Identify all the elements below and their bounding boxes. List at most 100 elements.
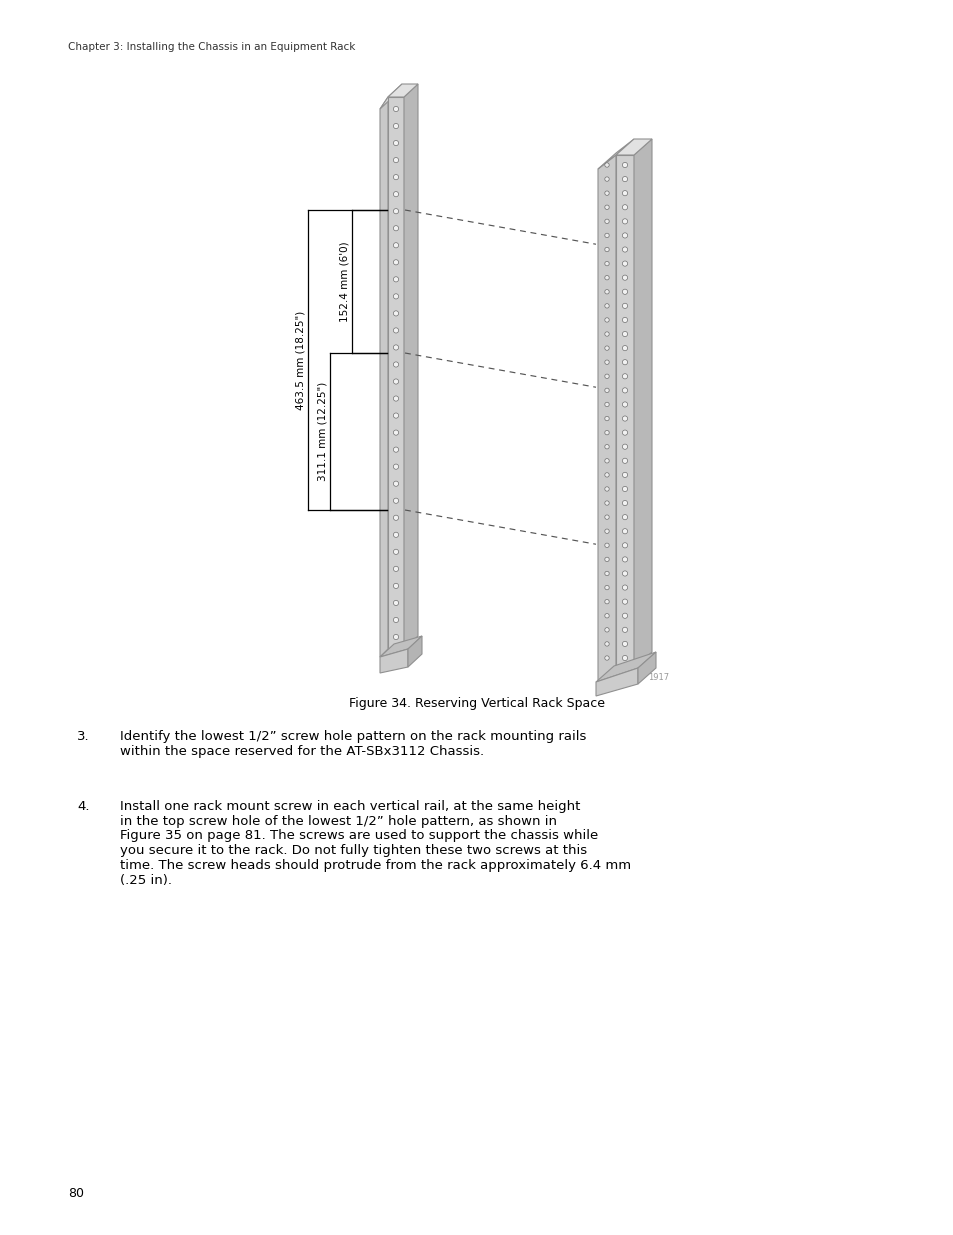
Circle shape (393, 567, 398, 572)
Circle shape (393, 498, 398, 504)
Circle shape (621, 289, 627, 294)
Circle shape (393, 583, 398, 589)
Circle shape (621, 458, 627, 463)
Circle shape (604, 262, 609, 266)
Circle shape (393, 618, 398, 622)
Circle shape (393, 141, 398, 146)
Text: Identify the lowest 1/2” screw hole pattern on the rack mounting rails: Identify the lowest 1/2” screw hole patt… (120, 730, 586, 743)
Polygon shape (598, 140, 634, 169)
Circle shape (393, 396, 398, 401)
Text: 311.1 mm (12.25"): 311.1 mm (12.25") (317, 382, 328, 482)
Circle shape (604, 163, 609, 167)
Circle shape (621, 599, 627, 604)
Circle shape (604, 275, 609, 280)
Circle shape (604, 473, 609, 477)
Text: in the top screw hole of the lowest 1/2” hole pattern, as shown in: in the top screw hole of the lowest 1/2”… (120, 815, 557, 827)
Circle shape (393, 447, 398, 452)
Circle shape (393, 311, 398, 316)
Circle shape (393, 106, 398, 111)
Circle shape (604, 614, 609, 618)
Text: 4.: 4. (77, 800, 90, 813)
Polygon shape (388, 98, 403, 650)
Circle shape (604, 627, 609, 632)
Circle shape (621, 359, 627, 364)
Circle shape (604, 656, 609, 661)
Circle shape (393, 277, 398, 282)
Circle shape (604, 247, 609, 252)
Circle shape (604, 557, 609, 562)
Text: 3.: 3. (77, 730, 90, 743)
Circle shape (393, 327, 398, 333)
Circle shape (621, 500, 627, 505)
Polygon shape (638, 652, 656, 684)
Circle shape (604, 205, 609, 210)
Circle shape (604, 445, 609, 448)
Polygon shape (596, 652, 656, 682)
Circle shape (621, 162, 627, 168)
Circle shape (604, 388, 609, 393)
Polygon shape (388, 84, 417, 98)
Text: (.25 in).: (.25 in). (120, 873, 172, 887)
Polygon shape (596, 668, 638, 697)
Circle shape (621, 430, 627, 435)
Circle shape (621, 388, 627, 393)
Circle shape (621, 317, 627, 322)
Polygon shape (379, 84, 401, 109)
Circle shape (621, 261, 627, 267)
Circle shape (393, 174, 398, 180)
Circle shape (604, 317, 609, 322)
Circle shape (604, 458, 609, 463)
Text: 152.4 mm (6'0): 152.4 mm (6'0) (339, 241, 350, 322)
Circle shape (621, 445, 627, 450)
Circle shape (393, 482, 398, 487)
Circle shape (604, 289, 609, 294)
Circle shape (621, 656, 627, 661)
Text: Figure 34. Reserving Vertical Rack Space: Figure 34. Reserving Vertical Rack Space (349, 697, 604, 710)
Circle shape (604, 177, 609, 182)
Polygon shape (408, 636, 421, 667)
Circle shape (621, 177, 627, 182)
Circle shape (604, 599, 609, 604)
Text: within the space reserved for the AT-SBx3112 Chassis.: within the space reserved for the AT-SBx… (120, 745, 483, 758)
Polygon shape (616, 140, 651, 156)
Circle shape (621, 557, 627, 562)
Circle shape (393, 345, 398, 350)
Circle shape (621, 529, 627, 534)
Circle shape (604, 431, 609, 435)
Circle shape (604, 346, 609, 351)
Circle shape (621, 472, 627, 478)
Circle shape (621, 585, 627, 590)
Circle shape (621, 374, 627, 379)
Circle shape (604, 304, 609, 308)
Circle shape (621, 205, 627, 210)
Circle shape (393, 515, 398, 520)
Polygon shape (379, 98, 388, 657)
Text: 1917: 1917 (647, 673, 668, 682)
Circle shape (621, 416, 627, 421)
Circle shape (604, 642, 609, 646)
Circle shape (604, 191, 609, 195)
Circle shape (621, 346, 627, 351)
Text: Chapter 3: Installing the Chassis in an Equipment Rack: Chapter 3: Installing the Chassis in an … (68, 42, 355, 52)
Circle shape (393, 294, 398, 299)
Circle shape (604, 359, 609, 364)
Circle shape (604, 529, 609, 534)
Circle shape (621, 190, 627, 196)
Circle shape (621, 641, 627, 646)
Text: Install one rack mount screw in each vertical rail, at the same height: Install one rack mount screw in each ver… (120, 800, 579, 813)
Circle shape (393, 635, 398, 640)
Circle shape (621, 275, 627, 280)
Circle shape (621, 571, 627, 576)
Circle shape (621, 613, 627, 619)
Circle shape (621, 487, 627, 492)
Circle shape (393, 191, 398, 196)
Circle shape (393, 600, 398, 605)
Circle shape (604, 515, 609, 520)
Circle shape (604, 487, 609, 492)
Circle shape (621, 331, 627, 337)
Circle shape (621, 247, 627, 252)
Text: time. The screw heads should protrude from the rack approximately 6.4 mm: time. The screw heads should protrude fr… (120, 858, 631, 872)
Circle shape (621, 627, 627, 632)
Circle shape (393, 430, 398, 435)
Circle shape (604, 585, 609, 590)
